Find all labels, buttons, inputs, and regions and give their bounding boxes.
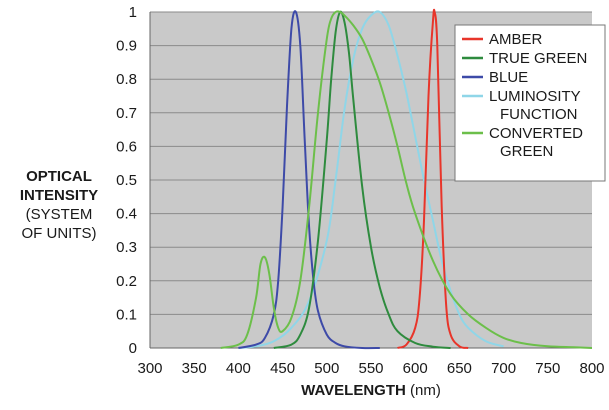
- legend-label: FUNCTION: [500, 106, 578, 123]
- y-tick-label: 1: [129, 4, 137, 21]
- y-tick-label: 0.1: [116, 306, 137, 323]
- y-axis-label-line-1: OPTICAL: [26, 168, 92, 185]
- x-tick-label: 550: [358, 360, 383, 377]
- x-axis-unit: (nm): [410, 382, 441, 399]
- x-tick-label: 400: [226, 360, 251, 377]
- x-axis-title: WAVELENGTH (nm): [150, 382, 592, 399]
- series-line-luminosity-function: [238, 10, 504, 349]
- y-tick-label: 0.4: [116, 206, 137, 223]
- x-tick-label: 500: [314, 360, 339, 377]
- x-tick-label: 750: [535, 360, 560, 377]
- y-tick-label: 0.7: [116, 105, 137, 122]
- legend-label: AMBER: [489, 31, 543, 48]
- y-axis-label-line-4: OF UNITS): [21, 225, 97, 242]
- y-axis-label-line-2: INTENSITY: [19, 187, 99, 204]
- legend-box: [454, 24, 606, 182]
- x-tick-label: 450: [270, 360, 295, 377]
- y-tick-label: 0.6: [116, 138, 137, 155]
- legend-label: GREEN: [500, 143, 553, 160]
- x-tick-label: 800: [579, 360, 604, 377]
- x-tick-label: 350: [182, 360, 207, 377]
- series-line-amber: [397, 8, 469, 349]
- y-tick-label: 0: [129, 340, 137, 357]
- series-line-true-green: [273, 10, 451, 349]
- x-tick-label: 300: [137, 360, 162, 377]
- y-tick-label: 0.9: [116, 38, 137, 55]
- legend-label: TRUE GREEN: [489, 50, 587, 67]
- y-tick-label: 0.5: [116, 172, 137, 189]
- y-tick-label: 0.8: [116, 71, 137, 88]
- y-axis-label-line-3: (SYSTEM: [25, 206, 93, 223]
- series-lines: [220, 8, 593, 350]
- x-axis-tick-labels: 300 350 400 450 500 550 600 650 700 750 800: [137, 360, 604, 377]
- legend-label: CONVERTED: [489, 125, 583, 142]
- y-tick-label: 0.2: [116, 273, 137, 290]
- legend-label: LUMINOSITY: [489, 88, 581, 105]
- y-axis-tick-labels: 0 0.1 0.2 0.3 0.4 0.5 0.6 0.7 0.8 0.9 1: [116, 4, 137, 357]
- legend-label: BLUE: [489, 69, 528, 86]
- y-tick-label: 0.3: [116, 239, 137, 256]
- x-tick-label: 700: [491, 360, 516, 377]
- x-tick-label: 600: [403, 360, 428, 377]
- series-line-converted-green: [220, 10, 593, 349]
- x-axis-label: WAVELENGTH: [301, 382, 406, 399]
- x-tick-label: 650: [447, 360, 472, 377]
